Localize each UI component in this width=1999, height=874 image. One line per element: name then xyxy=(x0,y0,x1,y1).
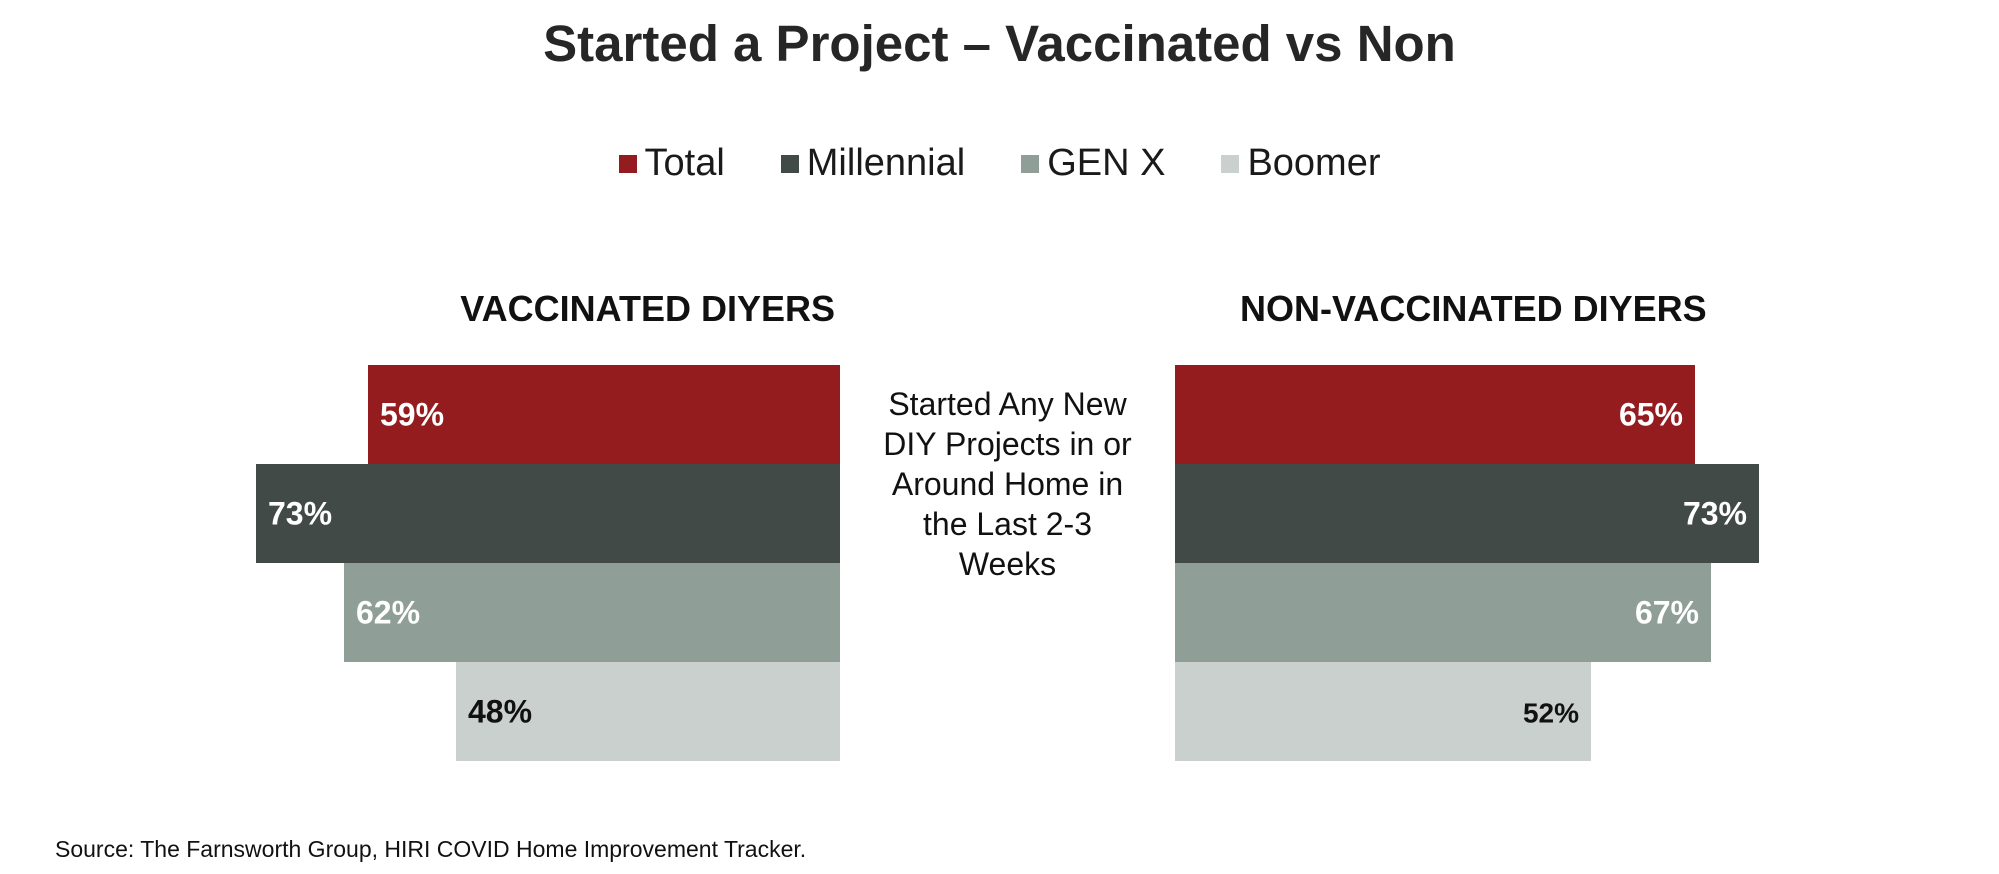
right-bar-boomer xyxy=(1175,662,1591,761)
legend-label-millennial: Millennial xyxy=(806,142,966,184)
left-bar-label-total: 59% xyxy=(380,397,444,433)
left-bar-millennial xyxy=(256,464,840,563)
left-bar-total xyxy=(368,365,840,464)
left-bar-label-boomer: 48% xyxy=(468,694,532,730)
right-bar-genx xyxy=(1175,563,1711,662)
right-bar-label-total: 65% xyxy=(1619,397,1683,433)
right-bar-label-boomer: 52% xyxy=(1523,698,1579,729)
right-panel-title: NON-VACCINATED DIYERS xyxy=(1240,288,1707,329)
right-bar-millennial xyxy=(1175,464,1759,563)
legend-item-millennial: Millennial xyxy=(780,142,966,185)
legend-item-total: Total xyxy=(618,142,725,185)
legend: Total Millennial GEN X Boomer xyxy=(0,142,1999,185)
legend-label-boomer: Boomer xyxy=(1247,142,1381,184)
legend-swatch-genx xyxy=(1021,154,1040,173)
left-bar-label-genx: 62% xyxy=(356,595,420,631)
legend-swatch-total xyxy=(618,154,637,173)
center-description: Started Any New DIY Projects in or Aroun… xyxy=(883,386,1132,582)
legend-swatch-boomer xyxy=(1221,154,1240,173)
left-bar-boomer xyxy=(456,662,840,761)
right-bar-total xyxy=(1175,365,1695,464)
left-bar-genx xyxy=(344,563,840,662)
left-bar-label-millennial: 73% xyxy=(268,496,332,532)
legend-item-boomer: Boomer xyxy=(1221,142,1381,185)
legend-item-genx: GEN X xyxy=(1021,142,1165,185)
legend-label-genx: GEN X xyxy=(1047,142,1166,184)
right-bar-label-millennial: 73% xyxy=(1683,496,1747,532)
source-note: Source: The Farnsworth Group, HIRI COVID… xyxy=(55,836,807,862)
left-panel-title: VACCINATED DIYERS xyxy=(460,288,835,329)
right-bar-label-genx: 67% xyxy=(1635,595,1699,631)
legend-label-total: Total xyxy=(644,142,725,184)
chart-title: Started a Project – Vaccinated vs Non xyxy=(543,15,1456,72)
legend-swatch-millennial xyxy=(780,154,799,173)
